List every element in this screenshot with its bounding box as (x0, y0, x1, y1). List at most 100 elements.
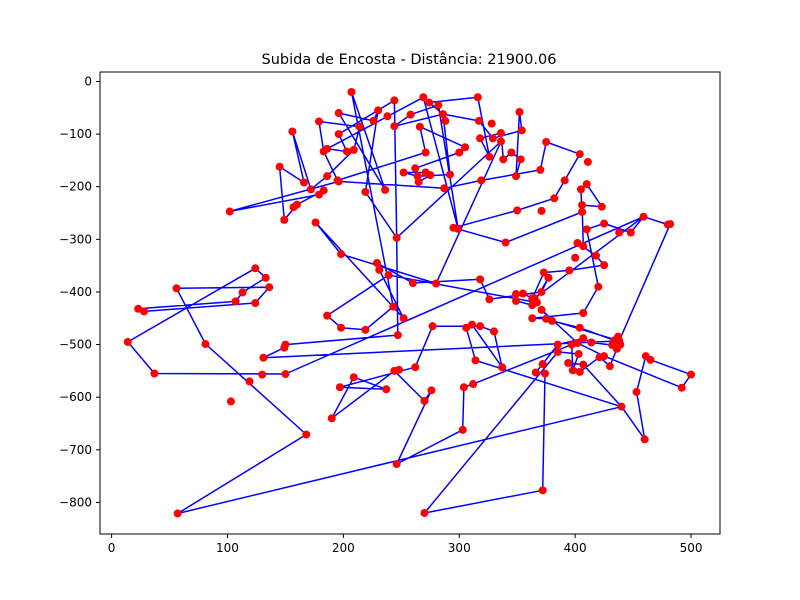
data-point (261, 273, 270, 282)
data-point (434, 101, 443, 110)
data-point (632, 387, 641, 396)
data-point (501, 238, 510, 247)
data-point (474, 116, 483, 125)
data-point (578, 201, 587, 210)
data-point (473, 93, 482, 102)
y-tick-label: 0 (84, 74, 92, 88)
data-point (419, 93, 428, 102)
data-point (579, 308, 588, 317)
data-point (123, 337, 132, 346)
data-point (394, 365, 403, 374)
y-tick-label: −600 (59, 390, 92, 404)
data-point (539, 268, 548, 277)
data-point (393, 331, 402, 340)
data-point (381, 185, 390, 194)
data-point (568, 366, 577, 375)
y-tick-label: −800 (59, 495, 92, 509)
data-point (441, 116, 450, 125)
data-point (323, 172, 332, 181)
data-point (459, 383, 468, 392)
x-tick-label: 500 (680, 541, 703, 555)
data-point (375, 265, 384, 274)
data-point (587, 338, 596, 347)
data-point (281, 370, 290, 379)
data-point (245, 377, 254, 386)
data-point (445, 170, 454, 179)
data-point (311, 218, 320, 227)
data-point (573, 239, 582, 248)
data-point (399, 314, 408, 323)
y-tick-label: −700 (59, 443, 92, 457)
data-point (372, 259, 381, 268)
data-point (617, 402, 626, 411)
data-point (411, 164, 420, 173)
data-point (512, 172, 521, 181)
data-point (306, 185, 315, 194)
data-point (600, 219, 609, 228)
data-point (485, 152, 494, 161)
x-tick-label: 300 (448, 541, 471, 555)
data-point (537, 305, 546, 314)
data-point (455, 148, 464, 157)
data-point (251, 299, 260, 307)
data-point (567, 340, 576, 349)
data-point (582, 180, 591, 189)
data-point (471, 356, 480, 365)
data-point (600, 352, 609, 361)
data-point (399, 168, 408, 177)
data-point (516, 155, 525, 164)
data-point (583, 157, 592, 166)
data-point (485, 295, 494, 304)
data-point (646, 355, 655, 364)
data-point (538, 360, 547, 369)
data-point (226, 397, 235, 406)
chart-title: Subida de Encosta - Distância: 21900.06 (262, 52, 557, 68)
data-point (537, 206, 546, 215)
data-point (337, 323, 346, 332)
data-point (592, 251, 600, 260)
data-point (515, 107, 524, 116)
data-point (349, 145, 358, 154)
data-point (432, 279, 441, 288)
data-point (349, 373, 358, 382)
data-point (579, 360, 588, 369)
data-point (280, 215, 289, 224)
data-point (639, 212, 648, 221)
data-point (415, 122, 424, 131)
data-point (536, 165, 545, 174)
data-point (289, 203, 298, 212)
data-point (439, 110, 448, 119)
data-point (531, 368, 540, 377)
data-point (390, 122, 399, 131)
data-point (319, 147, 328, 156)
data-point (231, 297, 240, 306)
x-tick-label: 100 (216, 541, 239, 555)
data-point (288, 127, 297, 136)
y-tick-label: −100 (59, 127, 92, 141)
data-point (251, 264, 260, 273)
x-tick-label: 200 (332, 541, 355, 555)
data-point (626, 228, 635, 237)
plot-frame (99, 71, 721, 535)
data-point (427, 386, 436, 395)
data-point (337, 250, 346, 259)
data-point (542, 137, 551, 146)
data-point (315, 117, 324, 126)
data-point (541, 369, 550, 378)
data-point (461, 143, 470, 152)
data-point (383, 112, 392, 121)
data-point (579, 334, 588, 343)
data-point (258, 370, 267, 379)
data-point (571, 253, 580, 262)
data-point (496, 137, 505, 146)
data-point (578, 207, 587, 216)
data-point (476, 322, 485, 331)
data-point (512, 290, 521, 299)
data-point (323, 311, 332, 320)
data-point (687, 370, 696, 379)
data-point (172, 284, 181, 293)
data-point (411, 363, 420, 372)
data-point (538, 486, 547, 495)
